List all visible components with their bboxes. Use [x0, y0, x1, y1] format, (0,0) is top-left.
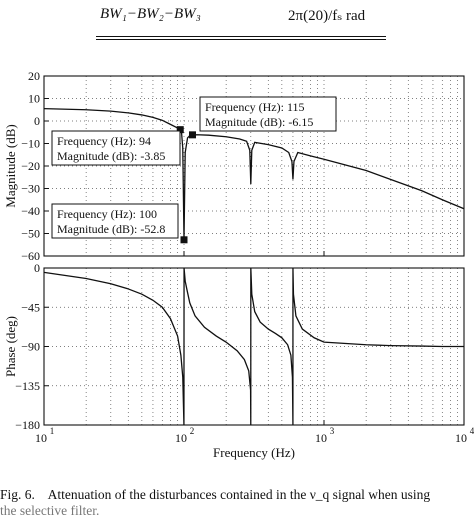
xtick-label: 10	[175, 431, 187, 445]
caption-continuation: the selective filter.	[0, 503, 100, 518]
xtick-exponent: 2	[190, 426, 195, 436]
phase-ytick-label: −90	[21, 340, 40, 354]
magnitude-panel: 20 10 0 −10 −20 −30 −40 −50 −60 Magnitude (dB) Fre…	[3, 69, 465, 263]
mag-ytick-label: −60	[21, 249, 40, 263]
phase-ytick-label: −180	[15, 418, 40, 432]
datatip-marker	[188, 131, 196, 139]
mag-ytick-label: 0	[34, 114, 40, 128]
caption-label: Fig. 6.	[0, 487, 35, 502]
datatip-magnitude: Magnitude (dB): -52.8	[57, 222, 165, 236]
mag-ytick-label: −50	[21, 227, 40, 241]
mag-ytick-label: −10	[21, 137, 40, 151]
xtick-exponent: 1	[50, 426, 55, 436]
datatip-frequency: Frequency (Hz): 100	[57, 207, 157, 221]
xlabel: Frequency (Hz)	[213, 445, 295, 460]
xtick-label: 10	[315, 431, 327, 445]
phase-ytick-label: −45	[21, 300, 40, 314]
datatip-box	[199, 96, 337, 132]
xtick-label: 10	[455, 431, 467, 445]
figure-caption-continuation: the selective filter.	[0, 503, 99, 519]
table-bottom-rule-1	[96, 36, 386, 37]
mag-ytick-label: 20	[28, 69, 40, 83]
mag-ytick-label: −20	[21, 159, 40, 173]
datatip-magnitude: Magnitude (dB): -6.15	[205, 115, 313, 129]
datatip-box	[51, 203, 179, 239]
datatip-frequency: Frequency (Hz): 115	[205, 100, 305, 114]
datatip-frequency: Frequency (Hz): 94	[57, 134, 151, 148]
phase-ytick-label: −135	[15, 379, 40, 393]
phase-ytick-label: 0	[34, 261, 40, 275]
mag-ytick-label: −30	[21, 182, 40, 196]
xtick-exponent: 3	[330, 426, 335, 436]
datatip-marker	[176, 126, 184, 134]
table-cell-rad: 2π(20)/fₛ rad	[288, 8, 366, 24]
table-row-left: BW₁−BW₂−BW₃	[100, 6, 201, 23]
xtick-label: 10	[35, 431, 47, 445]
datatip-box	[51, 130, 181, 166]
datatip-magnitude: Magnitude (dB): -3.85	[57, 149, 165, 163]
table-bottom-rule-2	[96, 39, 386, 40]
table-cell-bw: BW₁−BW₂−BW₃	[100, 6, 201, 22]
datatip-marker	[180, 236, 188, 244]
mag-ytick-label: 10	[28, 92, 40, 106]
phase-ylabel: Phase (deg)	[3, 316, 18, 377]
xtick-exponent: 4	[470, 426, 474, 436]
table-row-right: 2π(20)/fₛ rad	[288, 6, 365, 25]
mag-ytick-label: −40	[21, 204, 40, 218]
caption-text: Attenuation of the disturbances containe…	[47, 487, 431, 502]
phase-series-line	[43, 267, 464, 426]
figure-caption: Fig. 6. Attenuation of the disturbances …	[0, 487, 474, 503]
mag-series-line	[43, 107, 465, 240]
mag-ylabel: Magnitude (dB)	[3, 124, 18, 207]
